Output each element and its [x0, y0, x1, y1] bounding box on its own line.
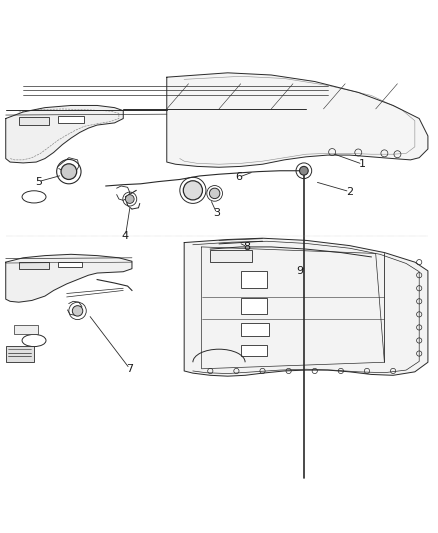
Text: 1: 1 — [359, 159, 366, 169]
Text: 3: 3 — [213, 208, 220, 219]
Polygon shape — [184, 238, 428, 376]
FancyBboxPatch shape — [19, 262, 49, 269]
Polygon shape — [167, 73, 428, 167]
Polygon shape — [6, 106, 123, 163]
Text: 2: 2 — [346, 187, 353, 197]
Circle shape — [184, 181, 202, 200]
Text: 8: 8 — [244, 242, 251, 252]
Circle shape — [72, 305, 83, 316]
FancyBboxPatch shape — [241, 323, 269, 336]
FancyBboxPatch shape — [6, 346, 34, 362]
FancyBboxPatch shape — [241, 345, 267, 356]
FancyBboxPatch shape — [241, 271, 267, 288]
FancyBboxPatch shape — [210, 250, 252, 262]
Circle shape — [209, 188, 220, 199]
Circle shape — [61, 164, 77, 180]
Text: 4: 4 — [122, 231, 129, 241]
FancyBboxPatch shape — [58, 262, 82, 268]
Circle shape — [125, 195, 134, 204]
Text: 5: 5 — [35, 176, 42, 187]
FancyBboxPatch shape — [241, 298, 267, 314]
Text: 7: 7 — [126, 364, 133, 374]
FancyBboxPatch shape — [19, 117, 49, 125]
FancyBboxPatch shape — [14, 325, 39, 334]
Polygon shape — [6, 254, 132, 302]
FancyBboxPatch shape — [58, 116, 84, 123]
Text: 6: 6 — [235, 172, 242, 182]
Text: 9: 9 — [296, 266, 303, 276]
Circle shape — [300, 166, 308, 175]
